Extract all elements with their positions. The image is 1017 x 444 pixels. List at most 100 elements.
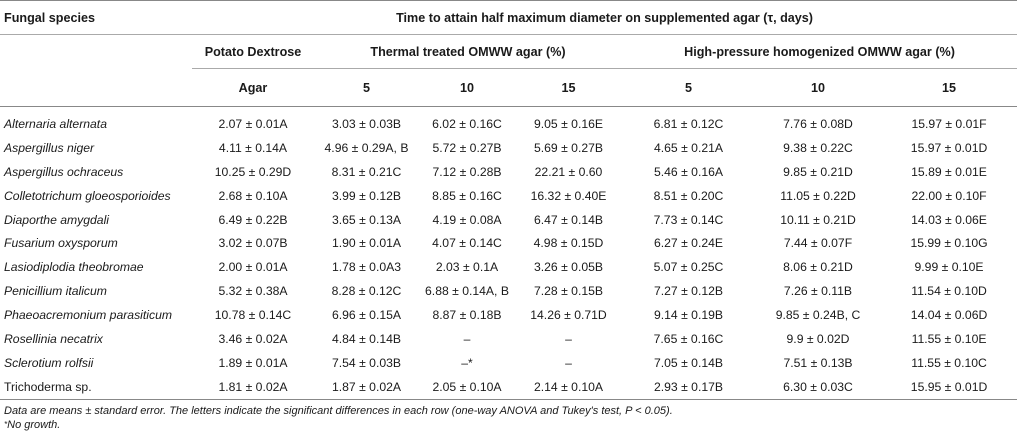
footnote-no-growth-text: No growth. bbox=[7, 418, 61, 431]
species-cell: Trichoderma sp. bbox=[0, 374, 192, 400]
table-row: Phaeoacremonium parasiticum 10.78 ± 0.14C… bbox=[0, 303, 1017, 327]
value-cell: 4.98 ± 0.15D bbox=[533, 236, 604, 251]
table-body: Alternaria alternata 2.07 ± 0.01A 3.03 ± 0… bbox=[0, 107, 1017, 400]
value-cell: 9.38 ± 0.22C bbox=[783, 140, 853, 155]
species-header-spacer bbox=[0, 35, 192, 69]
thermal-10-header: 10 bbox=[419, 68, 515, 107]
value-cell: 3.46 ± 0.02A bbox=[218, 331, 288, 346]
value-cell: 6.96 ± 0.15A bbox=[331, 308, 402, 323]
species-cell: Rosellinia necatrix bbox=[4, 331, 103, 346]
value-cell: 4.19 ± 0.08A bbox=[432, 212, 502, 227]
table-header: Fungal species Time to attain half maxim… bbox=[0, 0, 1017, 107]
value-cell: 6.81 ± 0.12C bbox=[653, 116, 724, 131]
value-cell: 11.55 ± 0.10C bbox=[911, 355, 987, 370]
value-cell: 9.05 ± 0.16E bbox=[533, 116, 604, 131]
value-cell: 8.85 ± 0.16C bbox=[432, 188, 502, 203]
value-cell: 7.73 ± 0.14C bbox=[653, 212, 724, 227]
value-cell: 1.87 ± 0.02A bbox=[314, 374, 419, 400]
value-cell: 11.55 ± 0.10E bbox=[911, 331, 987, 346]
value-cell: 14.04 ± 0.06D bbox=[910, 308, 988, 323]
value-cell: 6.30 ± 0.03C bbox=[755, 374, 881, 400]
value-cell: 4.07 ± 0.14C bbox=[432, 236, 502, 251]
value-cell: – bbox=[463, 331, 471, 346]
value-cell: 3.99 ± 0.12B bbox=[331, 188, 402, 203]
table-row: Lasiodiplodia theobromae 2.00 ± 0.01A 1.78… bbox=[0, 255, 1017, 279]
value-cell: 7.51 ± 0.13B bbox=[783, 355, 853, 370]
value-cell: 4.96 ± 0.29A, B bbox=[324, 140, 409, 155]
value-cell: 6.49 ± 0.22B bbox=[218, 212, 288, 227]
value-cell: 5.32 ± 0.38A bbox=[218, 284, 288, 299]
value-cell: 8.06 ± 0.21D bbox=[783, 260, 853, 275]
value-cell: 9.14 ± 0.19B bbox=[653, 308, 724, 323]
value-cell: –* bbox=[461, 355, 473, 370]
footnote-marker: * bbox=[4, 419, 8, 429]
value-cell: 11.05 ± 0.22D bbox=[780, 188, 856, 203]
table-row: Sclerotium rolfsii 1.89 ± 0.01A 7.54 ± 0.0… bbox=[0, 351, 1017, 375]
species-cell: Aspergillus ochraceus bbox=[4, 164, 124, 179]
species-column-header: Fungal species bbox=[0, 0, 192, 35]
value-cell: 3.65 ± 0.13A bbox=[331, 212, 402, 227]
value-cell: 6.02 ± 0.16C bbox=[432, 116, 502, 131]
hph-group-header: High-pressure homogenized OMWW agar (%) bbox=[622, 34, 1017, 69]
value-cell: 4.65 ± 0.21A bbox=[653, 140, 724, 155]
value-cell: 5.07 ± 0.25C bbox=[653, 260, 724, 275]
value-cell: 5.72 ± 0.27B bbox=[432, 140, 502, 155]
species-cell: Penicillium italicum bbox=[4, 284, 107, 299]
value-cell: 7.54 ± 0.03B bbox=[331, 355, 402, 370]
table-row: Aspergillus niger 4.11 ± 0.14A 4.96 ± 0.29… bbox=[0, 136, 1017, 160]
value-cell: 2.14 ± 0.10A bbox=[515, 374, 622, 400]
thermal-5-header: 5 bbox=[314, 68, 419, 107]
value-cell: 9.9 ± 0.02D bbox=[786, 331, 850, 346]
footnote-no-growth: *No growth. bbox=[4, 418, 1017, 432]
main-title-header: Time to attain half maximum diameter on … bbox=[192, 0, 1017, 35]
pda-header-line2: Agar bbox=[192, 68, 314, 107]
value-cell: 22.00 ± 0.10F bbox=[911, 188, 987, 203]
value-cell: 8.51 ± 0.20C bbox=[653, 188, 724, 203]
value-cell: 4.84 ± 0.14B bbox=[331, 331, 402, 346]
value-cell: 5.46 ± 0.16A bbox=[653, 164, 724, 179]
table-row: Fusarium oxysporum 3.02 ± 0.07B 1.90 ± 0.0… bbox=[0, 231, 1017, 255]
value-cell: 11.54 ± 0.10D bbox=[911, 284, 987, 299]
species-header-spacer-2 bbox=[0, 68, 192, 107]
hph-10-header: 10 bbox=[755, 68, 881, 107]
value-cell: 3.03 ± 0.03B bbox=[331, 116, 402, 131]
value-cell: 7.26 ± 0.11B bbox=[783, 284, 853, 299]
thermal-group-header: Thermal treated OMWW agar (%) bbox=[314, 34, 622, 69]
value-cell: 1.81 ± 0.02A bbox=[192, 374, 314, 400]
value-cell: 8.28 ± 0.12C bbox=[331, 284, 402, 299]
value-cell: 1.89 ± 0.01A bbox=[218, 355, 288, 370]
species-cell: Lasiodiplodia theobromae bbox=[4, 260, 144, 275]
value-cell: 7.05 ± 0.14B bbox=[653, 355, 724, 370]
value-cell: 10.11 ± 0.21D bbox=[780, 212, 856, 227]
species-cell: Aspergillus niger bbox=[4, 140, 95, 155]
value-cell: 22.21 ± 0.60 bbox=[534, 164, 603, 179]
value-cell: 8.87 ± 0.18B bbox=[432, 308, 502, 323]
value-cell: 7.76 ± 0.08D bbox=[783, 116, 853, 131]
table-footnotes: Data are means ± standard error. The let… bbox=[0, 404, 1017, 432]
value-cell: 2.03 ± 0.1A bbox=[435, 260, 499, 275]
value-cell: – bbox=[565, 331, 572, 346]
value-cell: 9.85 ± 0.21D bbox=[783, 164, 853, 179]
value-cell: 7.27 ± 0.12B bbox=[653, 284, 724, 299]
pda-header-line1: Potato Dextrose bbox=[192, 34, 314, 69]
data-table: Fungal species Time to attain half maxim… bbox=[0, 0, 1017, 400]
footnote-means: Data are means ± standard error. The let… bbox=[4, 404, 673, 417]
value-cell: 7.28 ± 0.15B bbox=[533, 284, 604, 299]
species-cell: Alternaria alternata bbox=[4, 116, 107, 131]
value-cell: 3.26 ± 0.05B bbox=[533, 260, 604, 275]
species-cell: Fusarium oxysporum bbox=[4, 236, 118, 251]
value-cell: 10.25 ± 0.29D bbox=[214, 164, 292, 179]
value-cell: 5.69 ± 0.27B bbox=[533, 140, 604, 155]
table-row: Aspergillus ochraceus 10.25 ± 0.29D 8.31 ±… bbox=[0, 160, 1017, 184]
value-cell: 15.95 ± 0.01D bbox=[881, 374, 1017, 400]
value-cell: 1.90 ± 0.01A bbox=[331, 236, 402, 251]
species-cell: Diaporthe amygdali bbox=[4, 212, 110, 227]
table-row: Diaporthe amygdali 6.49 ± 0.22B 3.65 ± 0.1… bbox=[0, 208, 1017, 232]
value-cell: – bbox=[565, 355, 572, 370]
value-cell: 9.99 ± 0.10E bbox=[914, 260, 984, 275]
value-cell: 4.11 ± 0.14A bbox=[218, 140, 288, 155]
value-cell: 7.44 ± 0.07F bbox=[783, 236, 853, 251]
value-cell: 2.07 ± 0.01A bbox=[218, 116, 288, 131]
value-cell: 10.78 ± 0.14C bbox=[214, 308, 292, 323]
